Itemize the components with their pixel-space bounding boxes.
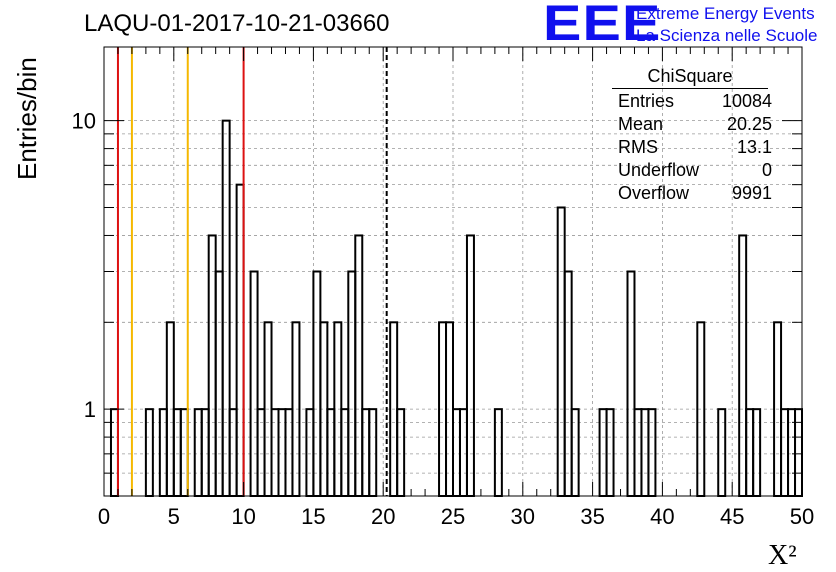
histogram-bar [563, 270, 573, 497]
stats-box: ChiSquare Entries 10084 Mean 20.25 RMS 1… [612, 66, 778, 204]
x-tick-label: 35 [580, 504, 604, 529]
histogram-bar [249, 270, 259, 497]
stats-row-mean: Mean 20.25 [612, 112, 778, 135]
stats-entries-label: Entries [618, 91, 675, 111]
stats-row-rms: RMS 13.1 [612, 135, 778, 158]
histogram-bar [347, 270, 357, 497]
x-axis-label: X² [768, 540, 797, 571]
histogram-bar [465, 234, 475, 498]
histogram-bar [312, 270, 322, 497]
x-tick-label: 0 [98, 504, 110, 529]
logo-line-1: Extreme Energy Events [636, 4, 815, 23]
x-tick-label: 50 [790, 504, 814, 529]
x-tick-label: 45 [720, 504, 744, 529]
stats-mean-label: Mean [618, 114, 664, 134]
histogram-bar [354, 234, 364, 498]
tick-labels: 0 5 10 15 20 25 30 35 40 45 50 1 10 [72, 109, 815, 529]
logo-line-2: La Scienza nelle Scuole [636, 26, 818, 45]
x-tick-label: 40 [650, 504, 674, 529]
stats-overflow-label: Overflow [618, 183, 690, 203]
histogram-bar [235, 183, 245, 497]
stats-overflow-value: 9991 [731, 183, 772, 203]
x-tick-label: 25 [441, 504, 465, 529]
x-tick-label: 5 [168, 504, 180, 529]
stats-entries-value: 10084 [721, 91, 772, 111]
x-tick-label: 20 [371, 504, 395, 529]
stats-underflow-label: Underflow [618, 160, 700, 180]
histogram-bar [556, 206, 566, 498]
stats-underflow-value: 0 [761, 160, 772, 180]
histogram-bar [221, 119, 231, 498]
histogram-bar [738, 234, 748, 498]
stats-rms-value: 13.1 [736, 137, 772, 157]
x-tick-label: 10 [231, 504, 255, 529]
stats-row-overflow: Overflow 9991 [612, 181, 778, 204]
reference-lines [116, 47, 388, 496]
histogram-bar [207, 234, 217, 498]
x-tick-label: 30 [511, 504, 535, 529]
y-axis-label: Entries/bin [12, 57, 42, 180]
histogram-bar [214, 270, 224, 497]
eee-logo: EEE [543, 0, 662, 51]
y-tick-label: 10 [72, 109, 96, 134]
stats-title: ChiSquare [612, 66, 768, 89]
stats-rms-label: RMS [618, 137, 658, 157]
x-tick-label: 15 [301, 504, 325, 529]
axis-ticks [103, 47, 803, 497]
histogram-bar [626, 270, 636, 497]
stats-row-entries: Entries 10084 [612, 89, 778, 112]
stats-mean-value: 20.25 [726, 114, 772, 134]
chart-title: LAQU-01-2017-10-21-03660 [84, 10, 390, 37]
y-tick-label: 1 [84, 397, 96, 422]
stats-row-underflow: Underflow 0 [612, 158, 778, 181]
